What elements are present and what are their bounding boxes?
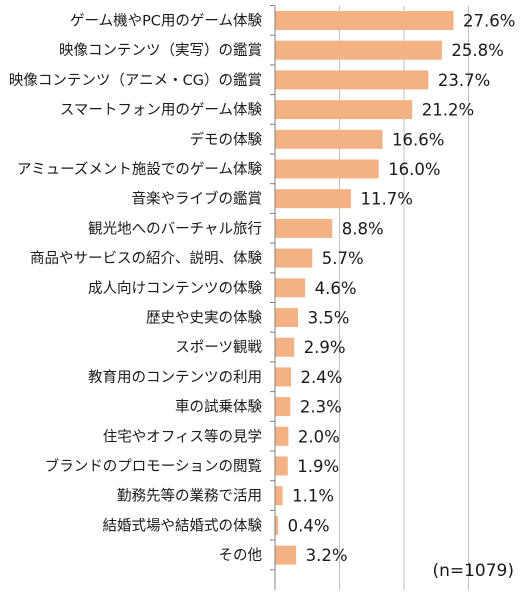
value-label-8: 5.7% [322, 249, 364, 268]
value-labels: 27.6% 25.8% 23.7% 21.2% 16.6% 16.0% 11.7% 8.8% 5… [288, 12, 516, 566]
category-label-11: スポーツ観戦 [175, 339, 262, 356]
value-label-0: 27.6% [463, 12, 515, 31]
value-label-16: 1.1% [292, 487, 334, 506]
category-label-17: 結婚式場や結婚式の体験 [103, 517, 263, 534]
value-label-10: 3.5% [308, 309, 350, 328]
gridlines [338, 6, 469, 590]
value-label-9: 4.6% [315, 279, 357, 298]
axis [270, 5, 276, 590]
category-label-18: その他 [219, 547, 263, 564]
value-label-14: 2.0% [298, 427, 340, 446]
bar-14 [275, 426, 289, 446]
bar-1 [275, 40, 442, 60]
bar-0 [275, 11, 454, 30]
bar-18 [275, 545, 297, 565]
value-label-7: 8.8% [342, 219, 384, 238]
category-label-6: 音楽やライブの鑑賞 [132, 190, 263, 208]
category-label-15: ブランドのプロモーションの閲覧 [45, 457, 262, 475]
value-label-6: 11.7% [360, 190, 412, 209]
sample-size-note: (n=1079) [432, 561, 514, 581]
category-label-12: 教育用のコンテンツの利用 [88, 369, 262, 386]
category-label-14: 住宅やオフィス等の見学 [103, 427, 262, 445]
category-label-8: 商品やサービスの紹介、説明、体験 [30, 250, 262, 267]
bar-8 [275, 248, 313, 268]
bar-15 [275, 456, 288, 476]
value-label-5: 16.0% [388, 160, 440, 179]
bar-13 [275, 397, 291, 417]
value-label-17: 0.4% [288, 516, 330, 535]
category-label-7: 観光地へのバーチャル旅行 [88, 220, 262, 237]
bar-3 [275, 100, 413, 120]
bar-11 [275, 337, 295, 357]
bar-9 [275, 278, 306, 298]
value-label-2: 23.7% [438, 71, 490, 90]
category-label-3: スマートフォン用のゲーム体験 [60, 102, 263, 119]
bar-10 [275, 308, 299, 327]
value-label-15: 1.9% [297, 457, 339, 476]
value-label-3: 21.2% [422, 101, 474, 120]
bar-12 [275, 367, 291, 387]
bar-2 [275, 70, 429, 90]
category-label-13: 車の試乗体験 [175, 399, 262, 416]
bar-17 [275, 515, 279, 535]
category-label-4: デモの体験 [190, 130, 263, 148]
category-label-10: 歴史や史実の体験 [146, 310, 262, 327]
category-label-1: 映像コンテンツ（実写）の鑑賞 [59, 42, 262, 59]
category-label-5: アミューズメント施設でのゲーム体験 [17, 161, 263, 178]
category-label-16: 勤務先等の業務で活用 [117, 487, 262, 505]
bar-7 [275, 218, 333, 238]
category-labels: ゲーム機やPC用のゲーム体験映像コンテンツ（実写）の鑑賞映像コンテンツ（アニメ・… [9, 13, 263, 565]
value-label-4: 16.6% [392, 130, 444, 149]
category-label-2: 映像コンテンツ（アニメ・CG）の鑑賞 [9, 72, 262, 89]
bar-5 [275, 159, 379, 179]
value-label-1: 25.8% [451, 41, 503, 60]
value-label-13: 2.3% [300, 398, 342, 417]
category-label-9: 成人向けコンテンツの体験 [88, 280, 262, 297]
bar-4 [275, 129, 383, 149]
bar-16 [275, 486, 283, 506]
value-label-12: 2.4% [300, 368, 342, 387]
bars [275, 11, 454, 565]
value-label-11: 2.9% [304, 338, 346, 357]
category-label-0: ゲーム機やPC用のゲーム体験 [70, 13, 262, 30]
value-label-18: 3.2% [306, 546, 348, 565]
bar-6 [275, 189, 351, 209]
